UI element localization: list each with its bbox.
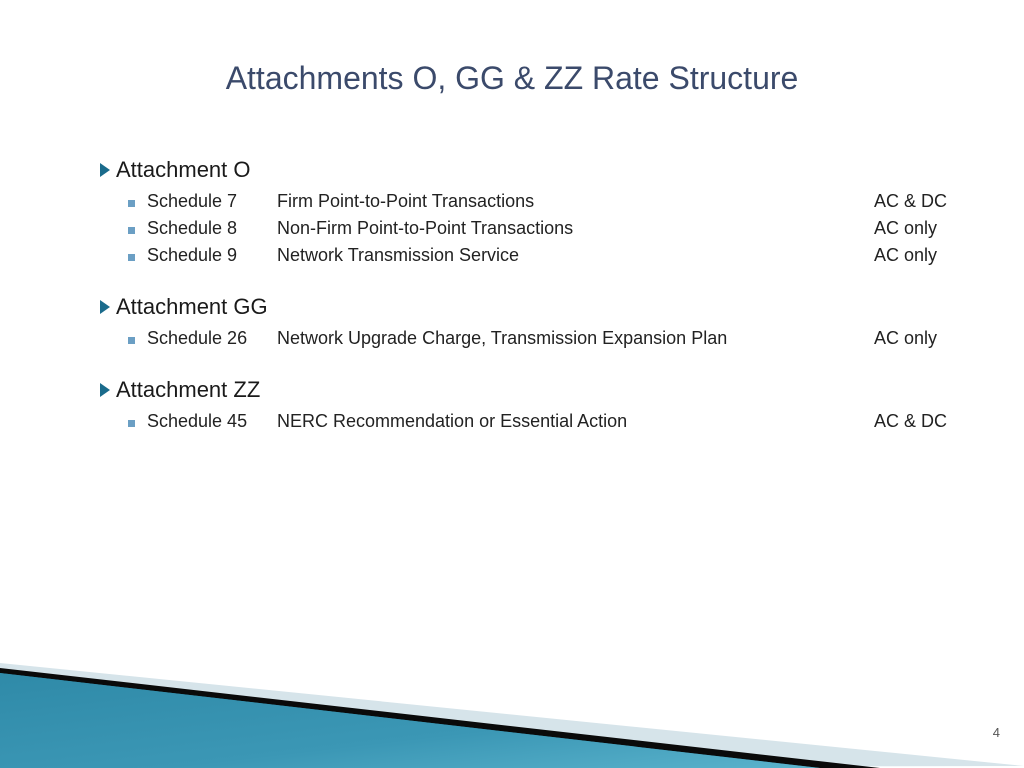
schedule-type: AC & DC	[874, 411, 964, 432]
square-bullet-icon	[128, 200, 135, 207]
schedule-type: AC only	[874, 245, 964, 266]
square-bullet-icon	[128, 420, 135, 427]
section-attachment-gg: Attachment GG Schedule 26 Network Upgrad…	[100, 294, 964, 349]
section-attachment-o: Attachment O Schedule 7 Firm Point-to-Po…	[100, 157, 964, 266]
schedule-list: Schedule 7 Firm Point-to-Point Transacti…	[100, 191, 964, 266]
schedule-list: Schedule 26 Network Upgrade Charge, Tran…	[100, 328, 964, 349]
schedule-name: Schedule 8	[147, 218, 277, 239]
schedule-desc: Network Upgrade Charge, Transmission Exp…	[277, 328, 874, 349]
content-region: Attachment O Schedule 7 Firm Point-to-Po…	[0, 127, 1024, 432]
section-header: Attachment O	[100, 157, 964, 183]
footer-decoration-icon	[0, 608, 1024, 768]
schedule-name: Schedule 45	[147, 411, 277, 432]
section-title: Attachment ZZ	[116, 377, 260, 403]
list-item: Schedule 45 NERC Recommendation or Essen…	[128, 411, 964, 432]
schedule-desc: NERC Recommendation or Essential Action	[277, 411, 874, 432]
square-bullet-icon	[128, 254, 135, 261]
triangle-bullet-icon	[100, 163, 110, 177]
list-item: Schedule 8 Non-Firm Point-to-Point Trans…	[128, 218, 964, 239]
schedule-name: Schedule 7	[147, 191, 277, 212]
section-title: Attachment O	[116, 157, 251, 183]
schedule-desc: Firm Point-to-Point Transactions	[277, 191, 874, 212]
triangle-bullet-icon	[100, 383, 110, 397]
schedule-type: AC only	[874, 218, 964, 239]
schedule-desc: Non-Firm Point-to-Point Transactions	[277, 218, 874, 239]
section-header: Attachment ZZ	[100, 377, 964, 403]
page-number: 4	[993, 725, 1000, 740]
square-bullet-icon	[128, 337, 135, 344]
schedule-list: Schedule 45 NERC Recommendation or Essen…	[100, 411, 964, 432]
schedule-type: AC & DC	[874, 191, 964, 212]
list-item: Schedule 9 Network Transmission Service …	[128, 245, 964, 266]
schedule-name: Schedule 9	[147, 245, 277, 266]
list-item: Schedule 26 Network Upgrade Charge, Tran…	[128, 328, 964, 349]
square-bullet-icon	[128, 227, 135, 234]
list-item: Schedule 7 Firm Point-to-Point Transacti…	[128, 191, 964, 212]
section-header: Attachment GG	[100, 294, 964, 320]
section-attachment-zz: Attachment ZZ Schedule 45 NERC Recommend…	[100, 377, 964, 432]
section-title: Attachment GG	[116, 294, 268, 320]
slide-title: Attachments O, GG & ZZ Rate Structure	[0, 0, 1024, 127]
triangle-bullet-icon	[100, 300, 110, 314]
schedule-name: Schedule 26	[147, 328, 277, 349]
schedule-type: AC only	[874, 328, 964, 349]
schedule-desc: Network Transmission Service	[277, 245, 874, 266]
